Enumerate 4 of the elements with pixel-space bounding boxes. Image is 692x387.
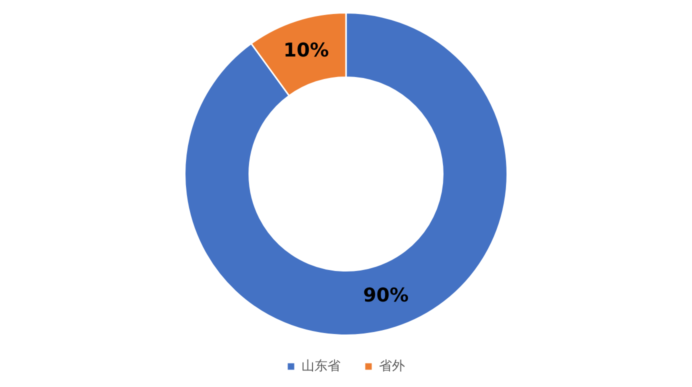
legend-label: 山东省 [302, 358, 340, 374]
legend-label: 省外 [379, 358, 405, 374]
data-label: 10% [283, 39, 329, 62]
data-label: 90% [363, 284, 409, 307]
